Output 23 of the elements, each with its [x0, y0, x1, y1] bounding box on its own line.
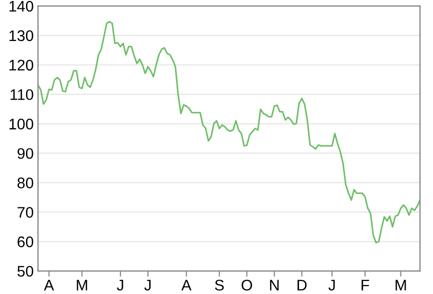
- x-tick-label: J: [144, 280, 151, 291]
- x-tick-label: O: [242, 280, 252, 291]
- x-tick-label: J: [116, 280, 124, 291]
- y-tick-label: 60: [18, 236, 34, 248]
- x-tick-label: N: [270, 280, 279, 290]
- x-tick-label: F: [362, 280, 370, 290]
- y-tick-label: 80: [18, 178, 34, 188]
- y-tick-label: 140: [10, 0, 34, 12]
- x-tick-label: J: [328, 280, 335, 291]
- y-tick-label: 130: [10, 30, 34, 42]
- y-tick-label: 120: [10, 60, 34, 71]
- y-tick-label: 90: [18, 148, 34, 159]
- x-tick-label: A: [44, 280, 54, 290]
- x-tick-label: A: [181, 280, 192, 290]
- x-tick-label: D: [298, 280, 307, 290]
- x-tick-label: M: [76, 280, 88, 290]
- y-tick-label: 110: [10, 89, 34, 100]
- y-tick-label: 70: [18, 206, 34, 218]
- y-tick-label: 50: [17, 266, 34, 277]
- line-series: [38, 20, 420, 244]
- y-tick-label: 100: [10, 118, 34, 130]
- x-tick-label: S: [214, 280, 224, 291]
- x-tick-label: M: [396, 280, 406, 290]
